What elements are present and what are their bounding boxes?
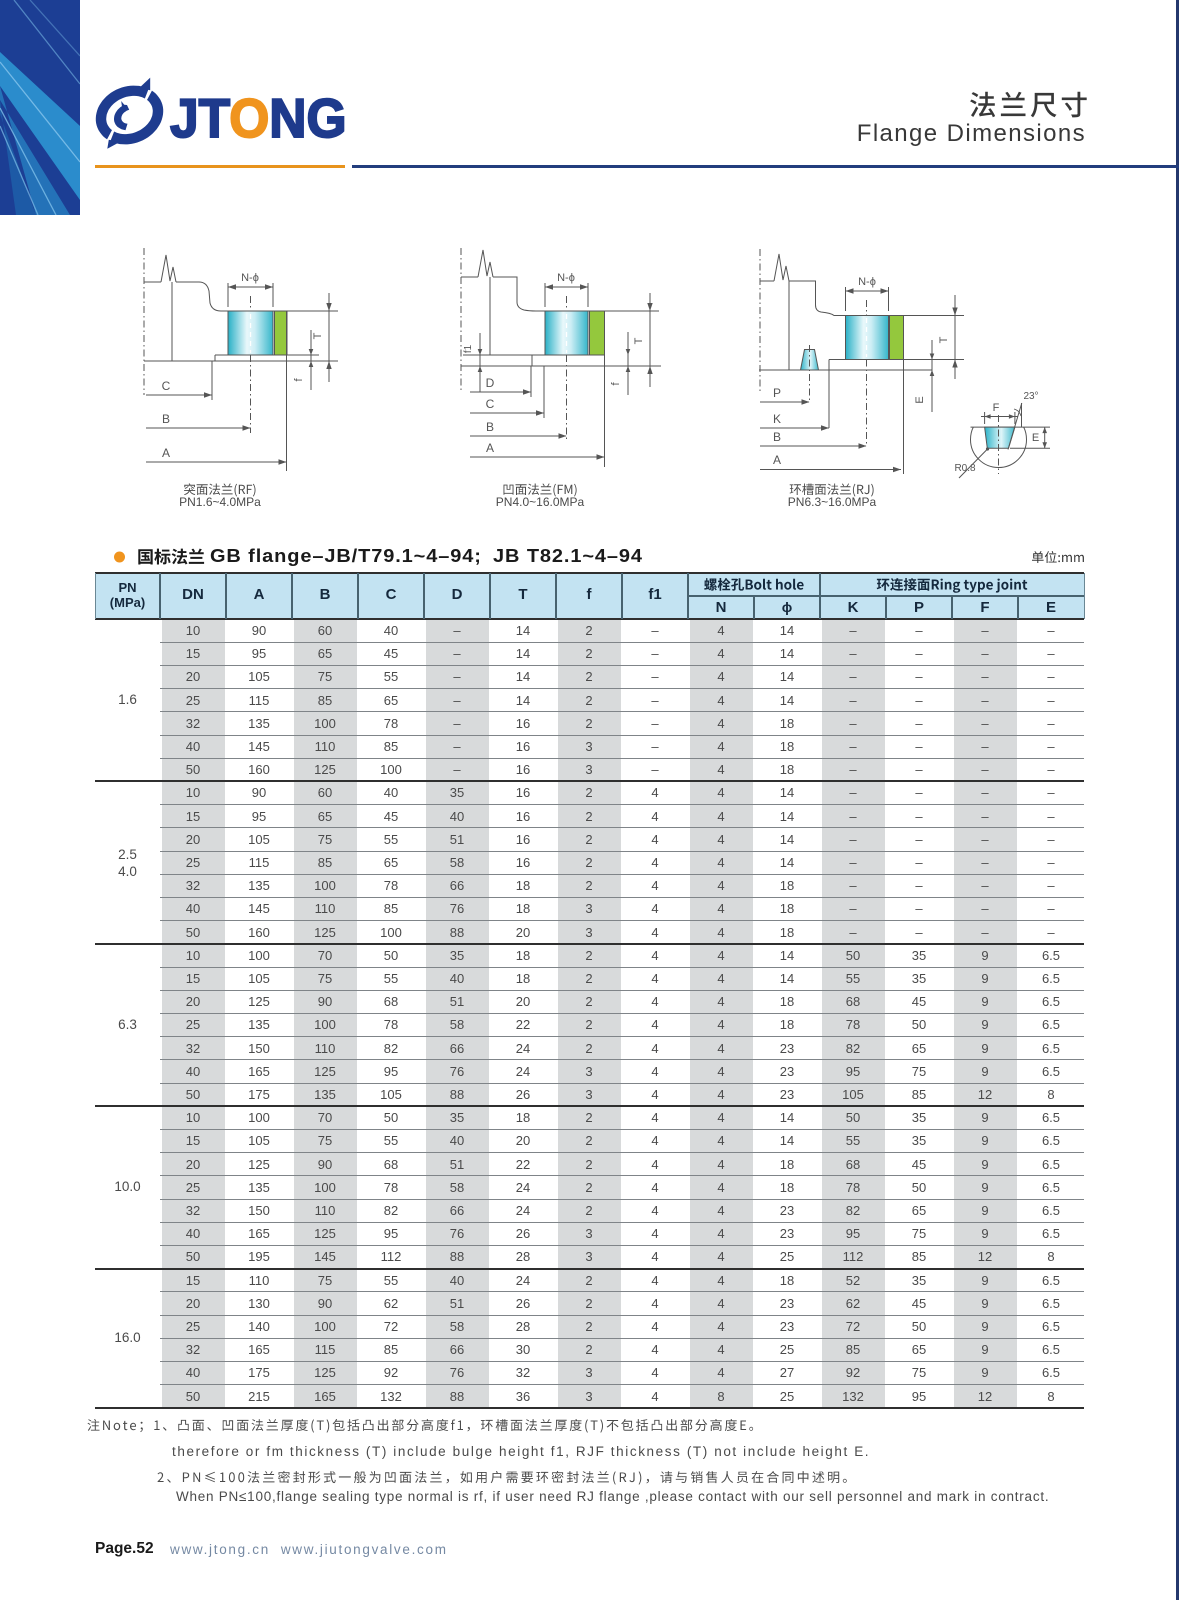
svg-text:T: T bbox=[633, 337, 645, 344]
svg-text:C: C bbox=[486, 397, 495, 411]
svg-text:T: T bbox=[312, 332, 324, 339]
svg-text:F: F bbox=[993, 402, 1000, 414]
svg-text:P: P bbox=[773, 386, 781, 400]
svg-text:23°: 23° bbox=[1023, 391, 1038, 402]
svg-text:D: D bbox=[486, 376, 495, 390]
svg-text:E: E bbox=[1032, 432, 1039, 444]
svg-text:B: B bbox=[162, 412, 170, 426]
svg-text:K: K bbox=[773, 412, 781, 426]
svg-text:B: B bbox=[773, 430, 781, 444]
svg-text:f: f bbox=[610, 382, 622, 386]
svg-text:PN4.0~16.0MPa: PN4.0~16.0MPa bbox=[496, 495, 585, 509]
svg-text:PN1.6~4.0MPa: PN1.6~4.0MPa bbox=[179, 495, 261, 509]
svg-text:C: C bbox=[162, 379, 171, 393]
svg-text:R0.8: R0.8 bbox=[954, 463, 976, 474]
svg-text:A: A bbox=[773, 453, 781, 467]
svg-text:E: E bbox=[914, 396, 926, 403]
svg-text:f1: f1 bbox=[463, 344, 474, 353]
svg-text:T: T bbox=[938, 336, 950, 343]
svg-text:A: A bbox=[486, 441, 494, 455]
svg-text:f: f bbox=[293, 378, 305, 382]
svg-text:N-ϕ: N-ϕ bbox=[858, 276, 876, 288]
svg-text:B: B bbox=[486, 420, 494, 434]
svg-text:PN6.3~16.0MPa: PN6.3~16.0MPa bbox=[788, 495, 877, 509]
svg-text:N-ϕ: N-ϕ bbox=[557, 272, 575, 284]
svg-text:A: A bbox=[162, 446, 170, 460]
svg-text:N-ϕ: N-ϕ bbox=[241, 272, 259, 284]
